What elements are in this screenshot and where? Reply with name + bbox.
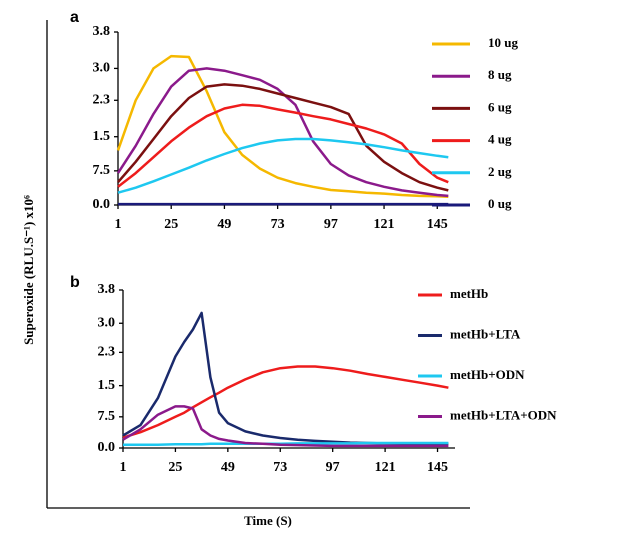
x-tick-label: 73 <box>273 460 287 475</box>
x-tick-label: 145 <box>427 460 448 475</box>
data-line <box>122 405 449 448</box>
x-tick-label: 121 <box>375 460 396 475</box>
y-tick-label: 3.8 <box>98 282 116 297</box>
panel-label: a <box>70 9 79 26</box>
x-tick-label: 121 <box>374 217 395 232</box>
x-tick-label: 145 <box>427 217 448 232</box>
y-tick-label: 2.3 <box>93 93 111 108</box>
panel-label: b <box>70 274 80 291</box>
legend-label: 0 ug <box>488 196 512 211</box>
legend-label: 8 ug <box>488 67 512 82</box>
legend-label: metHb+ODN <box>450 367 525 382</box>
data-line <box>117 137 449 194</box>
y-tick-label: 1.5 <box>93 129 111 144</box>
y-tick-label: 7.5 <box>98 409 116 424</box>
y-tick-label: 3.0 <box>93 61 111 76</box>
x-axis-title: Time (S) <box>244 513 292 528</box>
y-axis-title: Superoxide (RLU.S⁻¹) x10⁶ <box>21 195 36 345</box>
y-tick-label: 1.5 <box>98 378 116 393</box>
y-tick-label: 3.8 <box>93 24 111 39</box>
x-tick-label: 25 <box>168 460 182 475</box>
x-tick-label: 1 <box>115 217 122 232</box>
legend-label: 6 ug <box>488 99 512 114</box>
y-tick-label: 3.0 <box>98 315 116 330</box>
data-line <box>117 83 449 192</box>
legend-label: 4 ug <box>488 132 512 147</box>
y-tick-label: 2.3 <box>98 345 116 360</box>
legend-label: 2 ug <box>488 164 512 179</box>
x-tick-label: 49 <box>221 460 235 475</box>
x-tick-label: 49 <box>217 217 231 232</box>
x-tick-label: 73 <box>271 217 285 232</box>
x-tick-label: 25 <box>164 217 178 232</box>
legend-label: metHb+LTA <box>450 326 521 341</box>
x-tick-label: 97 <box>324 217 338 232</box>
data-line <box>117 103 449 188</box>
legend-label: metHb+LTA+ODN <box>450 407 557 422</box>
data-line <box>116 54 449 199</box>
y-tick-label: 0.0 <box>93 197 111 212</box>
data-line <box>122 365 449 439</box>
x-tick-label: 97 <box>326 460 340 475</box>
legend-label: metHb <box>450 286 488 301</box>
legend-label: 10 ug <box>488 35 518 50</box>
y-tick-label: 0.0 <box>98 440 116 455</box>
x-tick-label: 1 <box>120 460 127 475</box>
y-tick-label: 7.5 <box>93 163 111 178</box>
